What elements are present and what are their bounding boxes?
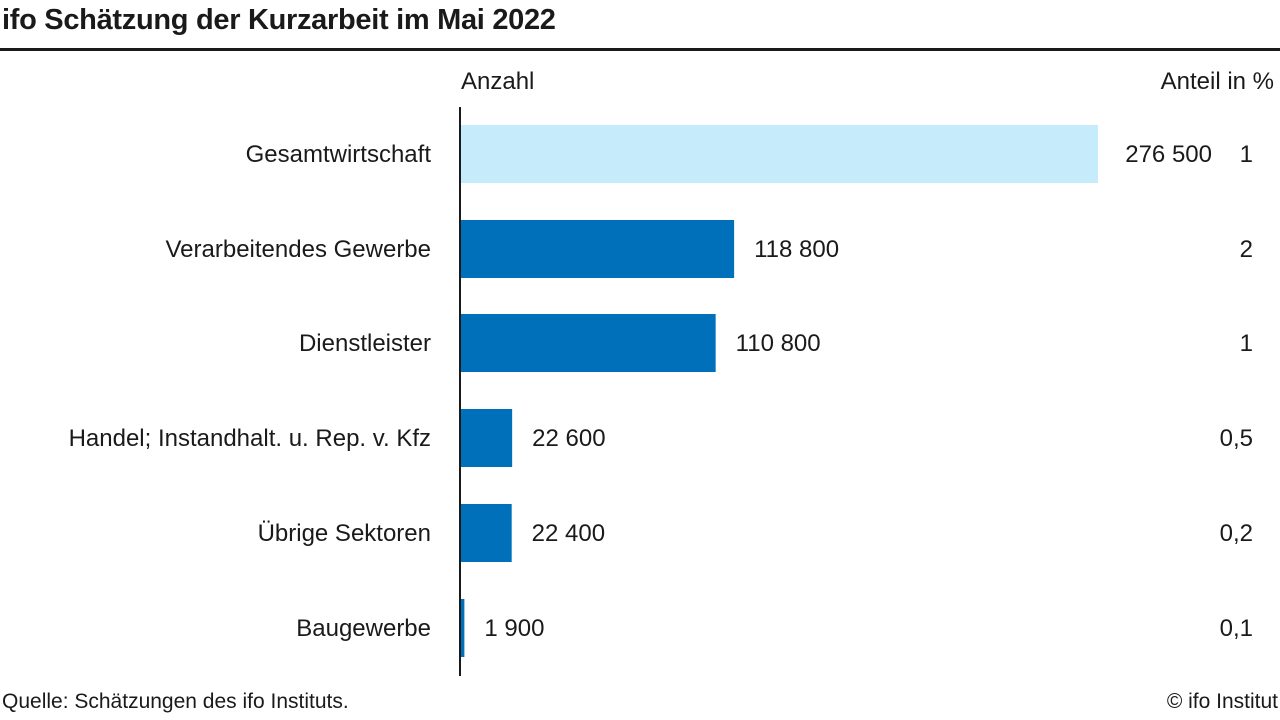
share-label: 2 — [1240, 236, 1253, 263]
share-label: 1 — [1240, 330, 1253, 357]
share-label: 0,1 — [1220, 615, 1253, 642]
source-note: Quelle: Schätzungen des ifo Instituts. — [2, 690, 349, 713]
value-label: 1 900 — [484, 615, 544, 642]
value-label: 110 800 — [736, 330, 821, 357]
bar — [460, 125, 1098, 183]
category-label: Handel; Instandhalt. u. Rep. v. Kfz — [69, 425, 431, 452]
category-label: Dienstleister — [299, 330, 431, 357]
category-label: Übrige Sektoren — [258, 520, 431, 547]
bar — [460, 599, 465, 657]
category-label: Baugewerbe — [296, 615, 431, 642]
copyright-note: © ifo Institut — [1166, 690, 1278, 713]
value-label: 276 500 — [1125, 141, 1212, 168]
value-label: 22 400 — [532, 520, 605, 547]
bar-chart: Gesamtwirtschaft 276 500 1 Verarbeitendes G… — [69, 107, 1253, 676]
share-label: 0,2 — [1220, 520, 1253, 547]
bar — [460, 504, 512, 562]
chart-title: ifo Schätzung der Kurzarbeit im Mai 2022 — [2, 4, 556, 36]
share-label: 1 — [1240, 141, 1253, 168]
column-header-count: Anzahl — [461, 68, 535, 95]
column-header-share: Anteil in % — [1160, 68, 1274, 95]
title-divider — [0, 48, 1280, 51]
category-label: Gesamtwirtschaft — [246, 141, 432, 168]
bar — [460, 409, 513, 467]
value-label: 118 800 — [754, 236, 839, 263]
bar — [460, 220, 735, 278]
category-label: Verarbeitendes Gewerbe — [166, 236, 432, 263]
bar — [460, 314, 716, 372]
share-label: 0,5 — [1220, 425, 1253, 452]
value-label: 22 600 — [532, 425, 605, 452]
